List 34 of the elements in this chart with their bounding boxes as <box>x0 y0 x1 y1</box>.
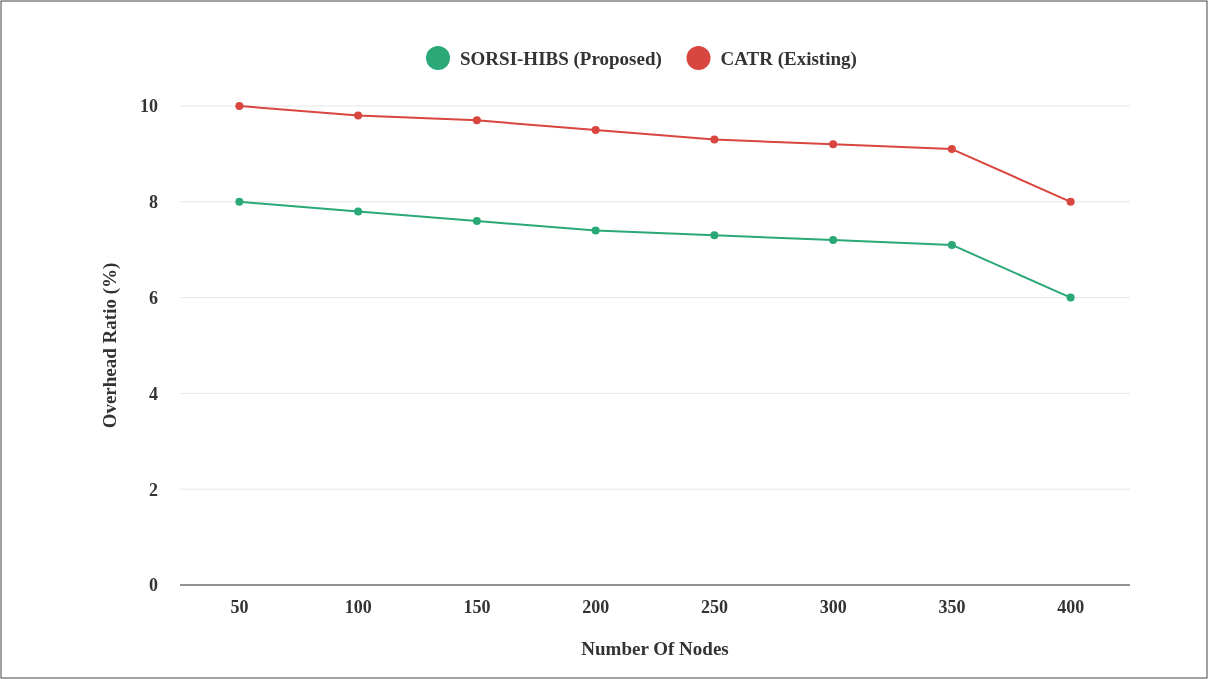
point <box>947 240 956 249</box>
x-tick-label: 400 <box>1057 597 1085 617</box>
x-tick-label: 300 <box>819 597 847 617</box>
legend-label: CATR (Existing) <box>720 47 857 70</box>
point <box>1066 293 1075 302</box>
x-tick-label: 200 <box>582 597 610 617</box>
point <box>591 125 600 134</box>
point <box>710 231 719 240</box>
y-tick-label: 8 <box>149 192 158 213</box>
point <box>354 207 363 216</box>
point <box>710 135 719 144</box>
y-tick-label: 10 <box>140 96 158 117</box>
point <box>472 116 481 125</box>
x-tick-label: 50 <box>230 597 249 617</box>
point <box>947 145 956 154</box>
point <box>354 111 363 120</box>
x-axis-title: Number Of Nodes <box>581 638 729 659</box>
x-tick-label: 350 <box>938 597 966 617</box>
y-tick-label: 4 <box>149 383 158 404</box>
point <box>1066 197 1075 206</box>
y-tick-label: 6 <box>149 287 158 308</box>
point <box>591 226 600 235</box>
y-tick-label: 2 <box>149 479 158 500</box>
x-tick-label: 150 <box>463 597 491 617</box>
point <box>472 216 481 225</box>
point <box>829 236 838 245</box>
legend-label: SORSI-HIBS (Proposed) <box>460 47 662 70</box>
point <box>235 197 244 206</box>
point <box>235 102 244 110</box>
point <box>829 140 838 149</box>
y-tick-label: 0 <box>149 575 158 596</box>
y-axis-title: Overhead Ratio (%) <box>99 262 121 429</box>
x-tick-label: 250 <box>700 597 728 617</box>
x-tick-label: 100 <box>344 597 372 617</box>
